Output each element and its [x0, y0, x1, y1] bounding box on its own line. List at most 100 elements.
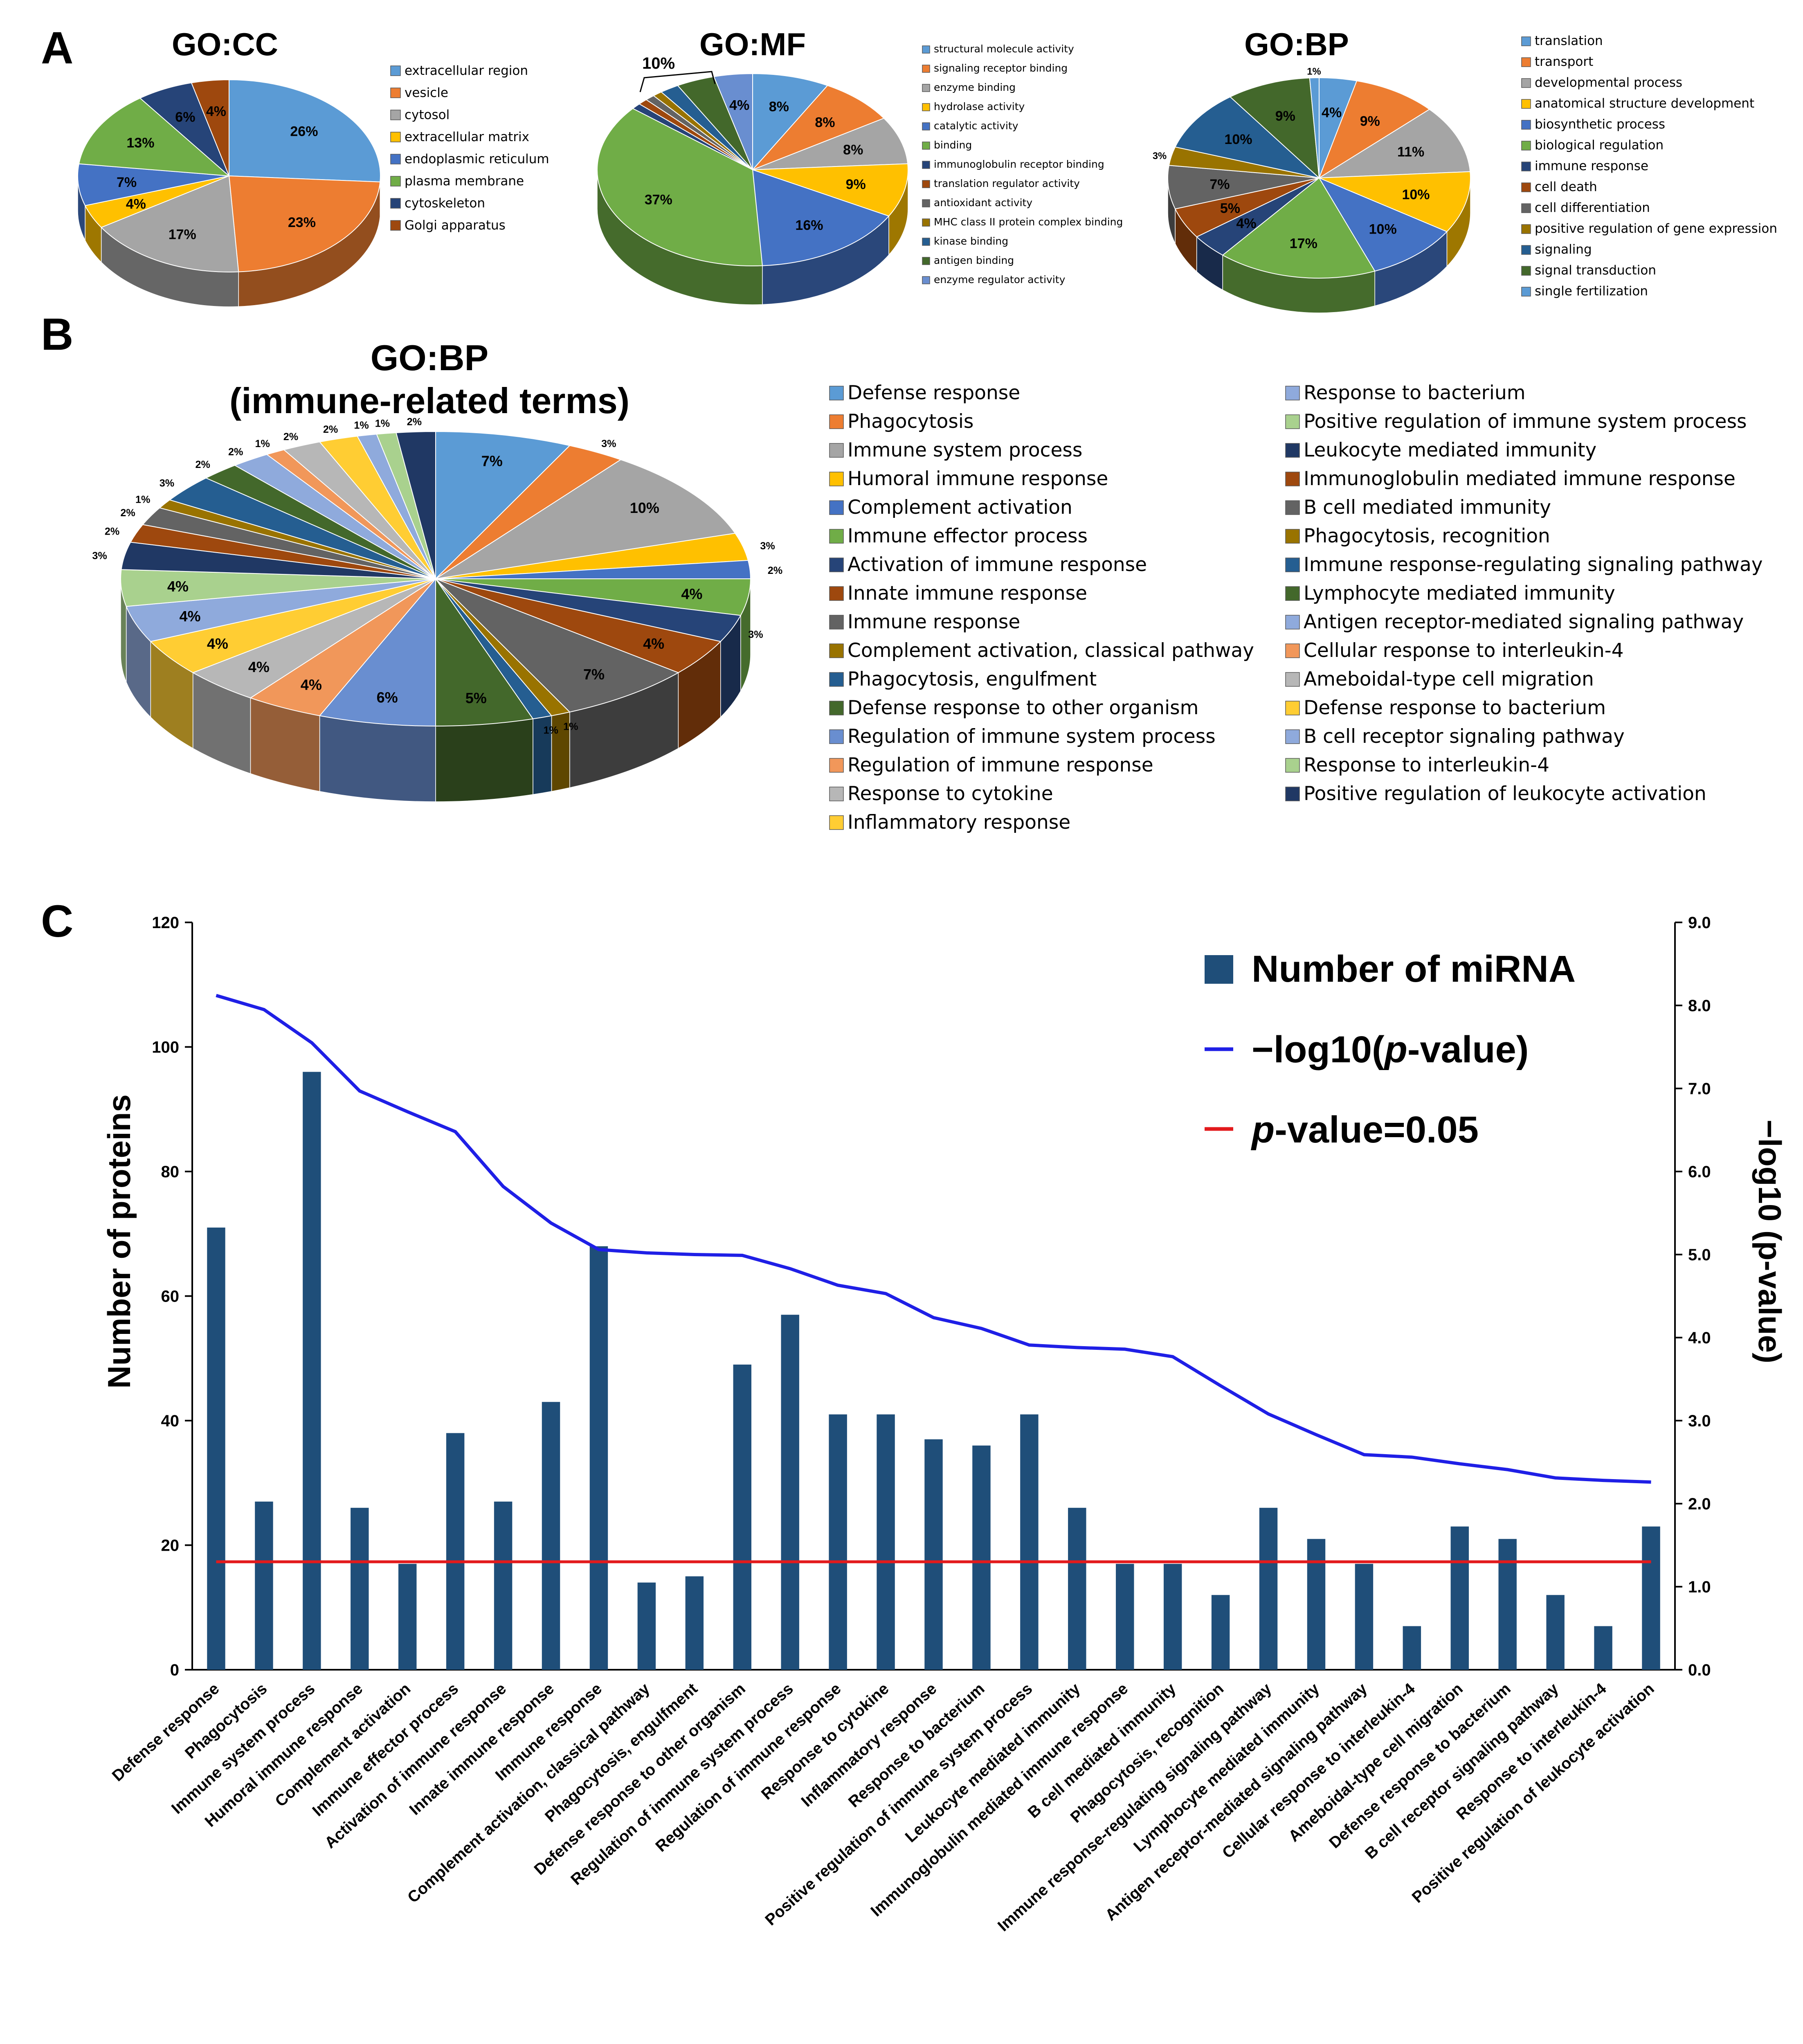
legend-item: Humoral immune response	[829, 468, 1108, 490]
legend-label: Immune effector process	[848, 525, 1088, 547]
pie-slice-3	[1319, 171, 1471, 232]
y-tick-label: 100	[152, 1039, 179, 1057]
panel-label-b: B	[41, 309, 73, 360]
x-category-label: Phagocytosis	[182, 1680, 270, 1763]
legend-line-label: −log10(p-value)	[1252, 1029, 1529, 1070]
pie-slice-label-0: 8%	[769, 99, 789, 115]
legend-label: positive regulation of gene expression	[1535, 221, 1777, 236]
pie-slice-label-3: 4%	[126, 196, 146, 212]
bar	[1594, 1626, 1612, 1670]
legend-label: antioxidant activity	[934, 197, 1032, 209]
mf-bracket-label: 10%	[642, 54, 675, 72]
legend-hline-suffix: -value=0.05	[1275, 1109, 1479, 1151]
legend-item: biological regulation	[1521, 138, 1664, 153]
legend-swatch	[1285, 386, 1300, 400]
legend-item: enzyme binding	[922, 81, 1016, 93]
legend-swatch	[1285, 500, 1300, 515]
pie-slice-4	[1318, 177, 1448, 272]
legend-swatch	[922, 65, 930, 73]
legend-label: Defense response	[848, 382, 1020, 404]
legend-swatch	[922, 84, 930, 92]
pie-slice-label-26: 2%	[283, 431, 298, 443]
pie-slice-label-0: 26%	[290, 124, 318, 139]
legend-item: signaling receptor binding	[922, 62, 1068, 74]
bar	[494, 1501, 513, 1670]
pie-slice-label-11: 9%	[1275, 108, 1295, 124]
legend-label: B cell receptor signaling pathway	[1304, 725, 1625, 748]
legend-item: Innate immune response	[829, 582, 1087, 605]
pie-slice-5	[78, 97, 230, 177]
bar	[877, 1414, 895, 1670]
legend-item: MHC class II protein complex binding	[922, 216, 1123, 228]
legend-swatch	[829, 472, 844, 486]
legend-label: Lymphocyte mediated immunity	[1304, 582, 1615, 605]
pie-slice-label-20: 2%	[120, 507, 135, 519]
legend-swatch	[1521, 203, 1531, 213]
pie-slice-label-28: 1%	[354, 420, 369, 431]
legend-item: transport	[1521, 54, 1593, 69]
legend-swatch	[829, 729, 844, 744]
pie-slice-label-6: 4%	[1236, 216, 1256, 232]
legend-swatch	[922, 180, 930, 188]
legend-item: Phagocytosis, recognition	[1285, 525, 1550, 547]
legend-item: Inflammatory response	[829, 811, 1070, 834]
pie-slice-12	[713, 73, 753, 170]
pie-slice-0	[435, 431, 571, 580]
bar	[351, 1508, 369, 1670]
legend-swatch	[829, 529, 844, 544]
legend-swatch	[829, 815, 844, 830]
legend-hline-italic: p	[1250, 1109, 1275, 1151]
legend-label: Complement activation, classical pathway	[848, 639, 1254, 662]
bar	[1498, 1539, 1517, 1670]
legend-item: Immune effector process	[829, 525, 1088, 547]
legend-item: Complement activation	[829, 496, 1072, 519]
pie-slice-label-12: 1%	[1307, 66, 1321, 77]
pie-slice-label-14: 4%	[248, 659, 270, 675]
legend-item: anatomical structure development	[1521, 96, 1754, 111]
legend-item: signaling	[1521, 242, 1592, 257]
legend-swatch	[1521, 141, 1531, 151]
legend-label: Defense response to bacterium	[1304, 697, 1606, 719]
pie-slice-label-1: 9%	[1360, 114, 1380, 129]
y2-tick-label: 0.0	[1688, 1661, 1711, 1679]
y2-tick-label: 8.0	[1688, 997, 1711, 1015]
pie-slice-label-3: 10%	[1402, 187, 1430, 202]
pie-cc-title: GO:CC	[172, 26, 278, 62]
legend-item: extracellular region	[390, 63, 528, 78]
pie-slice-0	[229, 79, 381, 182]
legend-swatch	[1521, 99, 1531, 109]
legend-item: Cellular response to interleukin-4	[1285, 639, 1624, 662]
pie-slice-label-10: 1%	[543, 724, 558, 736]
pie-slice-12	[319, 578, 436, 727]
bar	[303, 1072, 321, 1670]
legend-swatch	[1521, 287, 1531, 297]
legend-swatch	[1521, 36, 1531, 46]
legend-swatch	[1521, 57, 1531, 67]
pie-slice-label-0: 4%	[1322, 105, 1342, 120]
pie-slice-labels: 7% 3% 10% 3% 2% 4% 3% 4% 7% 1% 1% 5% 6% 4% 4% 4% 4% 4% 3% 2…	[92, 416, 782, 736]
legend-swatch	[1285, 443, 1300, 458]
legend-label: structural molecule activity	[934, 43, 1074, 55]
pie-slice-label-1: 23%	[288, 215, 316, 230]
legend-item: Immune response	[829, 611, 1020, 633]
legend-swatch	[922, 142, 930, 150]
legend-item: Antigen receptor-mediated signaling path…	[1285, 611, 1744, 633]
legend-bar-label: Number of miRNA	[1252, 948, 1576, 990]
legend-item: cytoskeleton	[390, 196, 485, 211]
legend-label: endoplasmic reticulum	[405, 152, 549, 166]
legend-item: biosynthetic process	[1521, 117, 1665, 132]
legend-label: transport	[1535, 54, 1593, 69]
y2-axis-title-text: −log10 (p-value)	[1752, 1120, 1788, 1363]
y-axis-ticks: 0 20 40 60 80 100 120	[152, 914, 192, 1679]
bar	[1259, 1508, 1278, 1670]
legend-label: Antigen receptor-mediated signaling path…	[1304, 611, 1744, 633]
legend-label: hydrolase activity	[934, 101, 1025, 112]
legend-item: Defense response to other organism	[829, 697, 1198, 719]
legend-item: antigen binding	[922, 254, 1014, 266]
legend-swatch	[829, 586, 844, 601]
legend-swatch	[1285, 586, 1300, 601]
legend-swatch	[390, 110, 401, 120]
pie-slice-4	[752, 169, 890, 266]
legend-swatch	[829, 615, 844, 630]
